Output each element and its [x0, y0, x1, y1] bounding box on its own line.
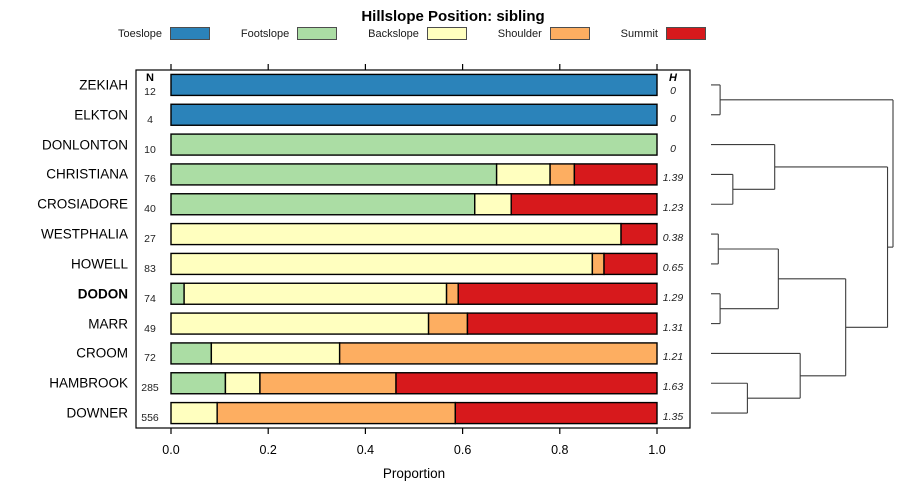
bar-segment-summit: [457, 282, 658, 305]
bar-segment-summit: [573, 163, 658, 186]
legend-swatch: [297, 27, 338, 40]
bar-segment-summit: [454, 401, 658, 425]
legend-label: Summit: [620, 27, 658, 40]
n-value: 40: [144, 203, 156, 216]
x-tick-label: 0.4: [356, 443, 375, 457]
bar-segment-shoulder: [216, 401, 457, 425]
h-value: 1.63: [662, 381, 684, 394]
bar-segment-toeslope: [170, 103, 658, 126]
n-value: 27: [144, 233, 156, 246]
n-value: 76: [144, 173, 156, 186]
plot-box: [135, 69, 691, 429]
bar-segment-backslope: [170, 312, 430, 335]
h-value: 0.38: [662, 232, 684, 245]
bar-segment-summit: [466, 312, 658, 335]
x-tick-label: 0.6: [453, 443, 472, 457]
h-value: 1.29: [662, 291, 684, 304]
n-value: 49: [144, 322, 156, 335]
h-value: 1.39: [662, 172, 684, 185]
legend-swatch: [665, 27, 706, 40]
bar-segment-footslope: [170, 193, 476, 216]
chart-title: Hillslope Position: sibling: [361, 8, 545, 25]
h-value: 1.31: [662, 321, 684, 334]
bar-segment-shoulder: [338, 342, 658, 365]
n-value: 10: [144, 143, 156, 156]
x-tick-label: 0.0: [162, 443, 180, 457]
bar-segment-shoulder: [259, 372, 397, 395]
x-tick-label: 1.0: [648, 443, 666, 457]
bar-segment-footslope: [170, 282, 185, 305]
bar-segment-backslope: [224, 372, 261, 395]
x-tick-label: 0.8: [551, 443, 569, 457]
row-label: CROSIADORE: [37, 196, 128, 212]
bar-segment-shoulder: [549, 163, 576, 186]
bar-segment-shoulder: [591, 252, 605, 276]
row-label: ELKTON: [74, 107, 128, 123]
legend-label: Footslope: [240, 27, 290, 40]
n-value: 72: [144, 352, 156, 365]
bar-segment-footslope: [170, 133, 658, 156]
row-label: HOWELL: [70, 256, 128, 272]
bar-segment-summit: [510, 193, 658, 216]
bar-segment-backslope: [495, 163, 551, 186]
bar-segment-footslope: [170, 342, 213, 365]
h-value: 1.23: [662, 202, 684, 215]
x-axis-label: Proportion: [382, 466, 446, 481]
row-label: MARR: [88, 316, 128, 332]
n-value: 74: [144, 292, 156, 305]
n-value: 285: [141, 382, 159, 395]
bar-segment-backslope: [210, 342, 341, 365]
bar-segment-footslope: [170, 163, 498, 186]
h-value: 1.35: [662, 411, 684, 424]
row-label: DOWNER: [66, 405, 129, 421]
bar-segment-backslope: [183, 282, 448, 305]
row-label: DODON: [77, 286, 128, 302]
legend-label: Backslope: [368, 27, 419, 40]
n-value: 4: [147, 113, 153, 126]
bar-segment-shoulder: [445, 282, 459, 305]
bar-segment-toeslope: [170, 73, 658, 97]
n-column-header: N: [146, 72, 154, 84]
legend-swatch: [549, 27, 590, 40]
bar-segment-backslope: [170, 252, 594, 276]
h-value: 0: [670, 84, 676, 97]
h-column-header: H: [669, 72, 677, 84]
row-label: ZEKIAH: [79, 77, 128, 93]
bar-segment-backslope: [474, 193, 512, 216]
legend-item-shoulder: Shoulder: [498, 27, 590, 40]
row-label: CROOM: [76, 345, 128, 361]
bar-segment-backslope: [170, 401, 218, 425]
bar-segment-backslope: [170, 222, 622, 246]
h-value: 0: [670, 142, 676, 155]
legend: Toeslope Footslope Backslope Shoulder Summit: [118, 26, 706, 41]
n-value: 12: [144, 85, 156, 98]
bar-segment-summit: [395, 372, 658, 395]
legend-item-footslope: Footslope: [240, 27, 338, 40]
row-label: WESTPHALIA: [40, 226, 128, 242]
legend-swatch: [170, 27, 211, 40]
legend-item-summit: Summit: [621, 27, 706, 40]
h-value: 1.21: [662, 351, 684, 364]
row-label: HAMBROOK: [49, 375, 128, 391]
bar-segment-footslope: [170, 372, 227, 395]
h-value: 0.65: [662, 261, 684, 274]
bar-segment-summit: [603, 252, 658, 276]
x-tick-label: 0.2: [259, 443, 277, 457]
bar-segment-summit: [620, 222, 658, 246]
row-label: DONLONTON: [41, 137, 128, 153]
n-value: 556: [141, 412, 159, 425]
legend-item-backslope: Backslope: [368, 27, 467, 40]
legend-label: Toeslope: [118, 27, 163, 40]
bar-segment-shoulder: [427, 312, 469, 335]
n-value: 83: [144, 262, 156, 275]
legend-item-toeslope: Toeslope: [118, 27, 211, 40]
legend-swatch: [426, 27, 467, 40]
row-label: CHRISTIANA: [46, 166, 128, 182]
legend-label: Shoulder: [497, 27, 542, 40]
h-value: 0: [670, 112, 676, 125]
